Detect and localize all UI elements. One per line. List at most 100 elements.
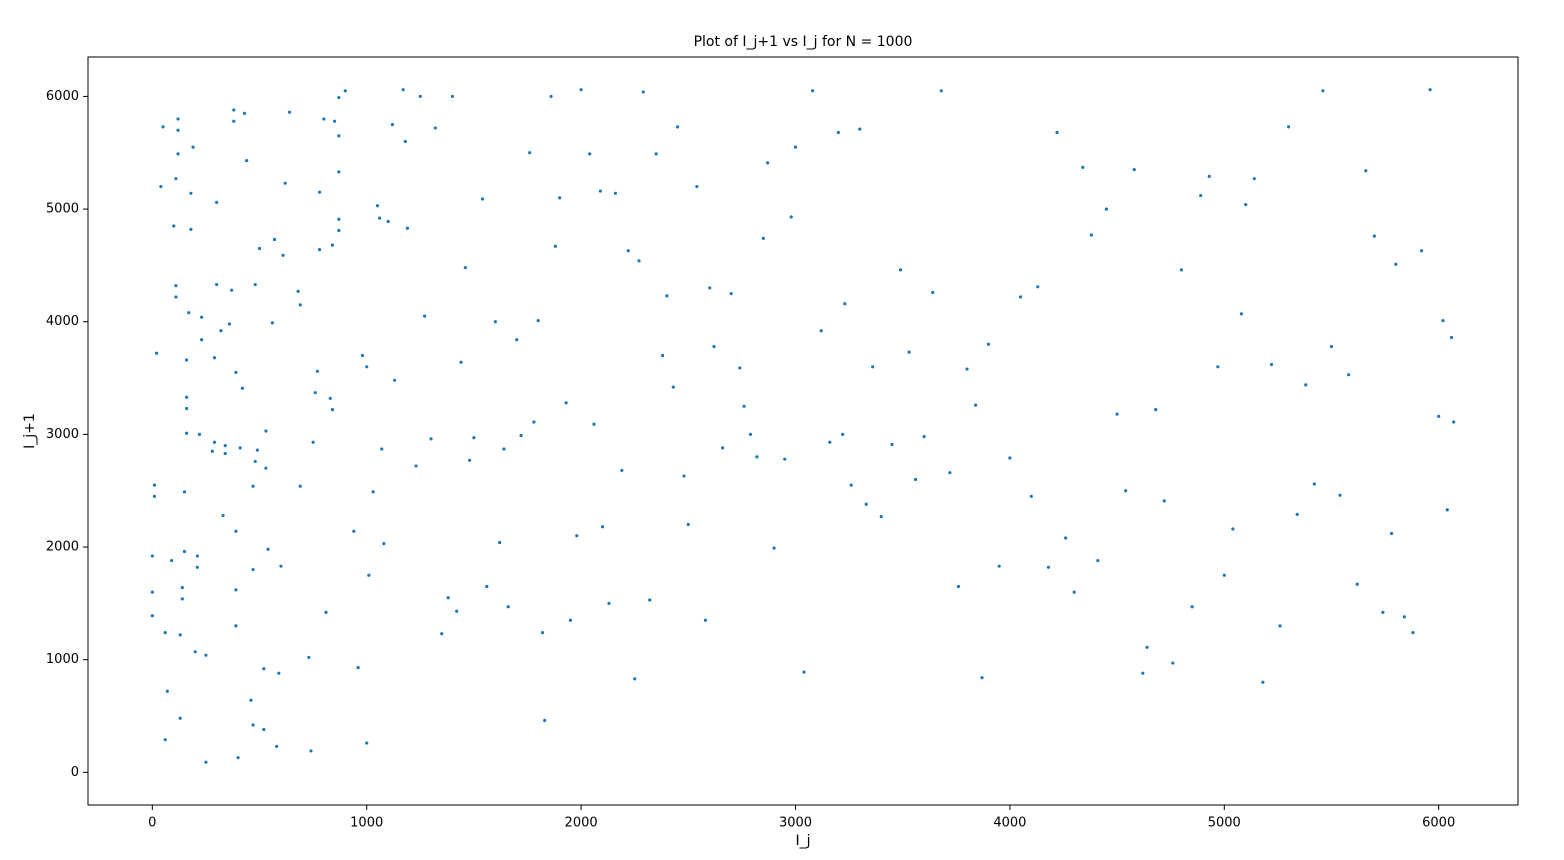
scatter-point	[1036, 285, 1040, 289]
scatter-point	[468, 458, 472, 462]
scatter-point	[712, 344, 716, 349]
scatter-point	[161, 125, 165, 129]
scatter-point	[309, 749, 313, 753]
scatter-point	[176, 117, 180, 121]
scatter-point	[182, 549, 187, 554]
scatter-point	[187, 311, 191, 315]
scatter-point	[660, 353, 665, 358]
scatter-point	[234, 529, 238, 533]
scatter-point	[311, 440, 315, 444]
scatter-point	[665, 294, 669, 298]
scatter-point	[245, 159, 249, 163]
scatter-point	[262, 667, 266, 671]
axes-frame	[87, 56, 1519, 806]
scatter-point	[429, 437, 433, 441]
scatter-point	[682, 474, 686, 478]
scatter-point	[317, 190, 322, 194]
scatter-point	[1064, 536, 1068, 540]
scatter-point	[257, 246, 262, 251]
scatter-point	[401, 88, 405, 92]
scatter-point	[540, 631, 545, 635]
scatter-point	[748, 432, 753, 436]
scatter-point	[1145, 645, 1149, 649]
x-tick-label: 0	[148, 816, 156, 831]
y-tick-label: 0	[71, 765, 79, 780]
scatter-point	[343, 89, 347, 93]
y-tick-label: 3000	[46, 427, 79, 442]
y-tick-label: 1000	[46, 652, 79, 667]
scatter-point	[236, 756, 240, 760]
scatter-point	[337, 95, 341, 100]
scatter-point	[270, 321, 274, 325]
scatter-point	[377, 216, 382, 220]
scatter-point	[637, 259, 641, 263]
scatter-point	[1394, 262, 1398, 266]
chart-title: Plot of I_j+1 vs I_j for N = 1000	[694, 34, 913, 50]
scatter-point	[1019, 295, 1023, 299]
scatter-point	[1104, 207, 1108, 211]
scatter-point	[367, 573, 371, 577]
scatter-point	[1096, 558, 1100, 563]
scatter-point	[403, 139, 407, 144]
scatter-point	[761, 236, 765, 240]
scatter-point	[163, 631, 167, 635]
scatter-point	[180, 597, 184, 601]
scatter-point	[195, 565, 199, 569]
scatter-point	[223, 451, 227, 456]
scatter-point	[380, 447, 384, 451]
scatter-point	[174, 284, 178, 288]
scatter-point	[1239, 312, 1244, 316]
scatter-point	[907, 350, 911, 354]
x-tick-label: 1000	[350, 816, 383, 831]
scatter-point	[568, 618, 572, 622]
scatter-point	[528, 151, 532, 155]
scatter-point	[298, 484, 302, 488]
scatter-point	[1046, 565, 1051, 569]
scatter-point	[204, 653, 208, 657]
scatter-point	[600, 525, 605, 529]
scatter-point	[654, 152, 658, 156]
scatter-point	[1372, 234, 1376, 238]
scatter-point	[240, 386, 244, 390]
scatter-point	[296, 289, 300, 293]
scatter-point	[189, 227, 193, 231]
scatter-point	[264, 466, 268, 470]
scatter-point	[332, 119, 337, 123]
scatter-point	[1029, 494, 1033, 498]
scatter-point	[931, 290, 935, 295]
scatter-point	[1261, 680, 1265, 684]
scatter-point	[721, 446, 725, 450]
scatter-point	[879, 515, 883, 519]
scatter-point	[772, 546, 776, 550]
scatter-point	[579, 88, 583, 92]
scatter-point	[232, 119, 236, 123]
y-axis-label: I_j+1	[22, 413, 38, 449]
scatter-point	[163, 738, 167, 742]
scatter-point	[1437, 414, 1441, 418]
scatter-point	[1171, 661, 1175, 665]
scatter-point	[1278, 624, 1282, 628]
scatter-point	[230, 288, 234, 292]
x-tick-label: 4000	[993, 816, 1026, 831]
scatter-point	[1252, 177, 1256, 181]
scatter-point	[266, 547, 270, 551]
scatter-point	[172, 224, 176, 228]
scatter-point	[675, 125, 680, 129]
scatter-point	[1081, 165, 1085, 169]
scatter-point	[598, 189, 602, 193]
scatter-point	[536, 319, 540, 323]
scatter-point	[564, 401, 568, 405]
scatter-point	[219, 329, 223, 333]
scatter-point	[253, 282, 257, 287]
scatter-point	[1286, 125, 1291, 129]
scatter-point	[330, 407, 335, 412]
scatter-point	[155, 351, 159, 355]
scatter-point	[1329, 344, 1334, 349]
scatter-point	[360, 353, 365, 358]
scatter-point	[165, 689, 169, 693]
scatter-point	[783, 457, 787, 461]
scatter-point	[262, 727, 266, 732]
y-tick-label: 5000	[46, 202, 79, 217]
scatter-point	[433, 126, 437, 130]
scatter-point	[729, 291, 733, 296]
